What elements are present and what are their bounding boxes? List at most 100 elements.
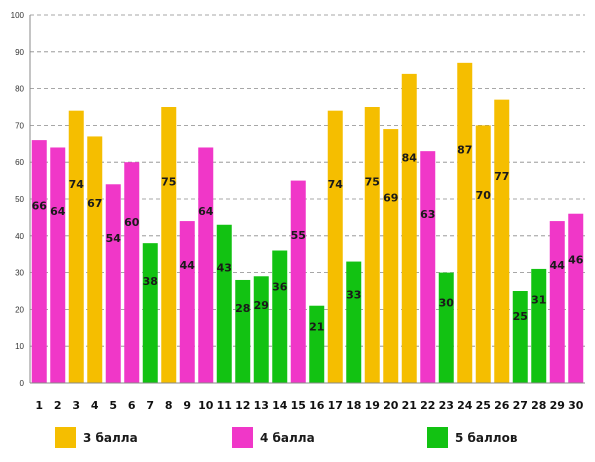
x-tick-label: 7 — [146, 399, 154, 412]
x-tick-label: 10 — [198, 399, 214, 412]
bar — [290, 180, 306, 383]
bar — [68, 110, 84, 384]
x-tick-label: 16 — [309, 399, 325, 412]
x-tick-label: 19 — [365, 399, 380, 412]
data-label: 75 — [161, 176, 176, 189]
data-label: 69 — [383, 192, 398, 205]
y-tick-label: 30 — [15, 269, 24, 278]
y-tick-label: 0 — [20, 379, 25, 388]
bar — [198, 147, 214, 383]
bar — [346, 261, 362, 383]
bar — [161, 107, 177, 383]
data-label: 63 — [420, 208, 435, 221]
legend-swatch — [427, 427, 448, 448]
y-tick-label: 50 — [15, 195, 24, 204]
data-label: 30 — [439, 296, 455, 309]
x-tick-label: 4 — [91, 399, 99, 412]
data-label: 46 — [568, 253, 584, 266]
x-tick-label: 21 — [402, 399, 417, 412]
data-label: 66 — [32, 200, 48, 213]
bar — [31, 140, 47, 383]
bar — [142, 243, 158, 383]
data-label: 70 — [476, 189, 492, 202]
y-tick-label: 90 — [15, 48, 24, 57]
data-label: 74 — [328, 178, 344, 191]
y-tick-label: 40 — [15, 232, 24, 241]
bar — [457, 62, 473, 384]
x-tick-label: 20 — [383, 399, 399, 412]
legend-label: 3 балла — [83, 431, 138, 445]
data-label: 38 — [143, 275, 158, 288]
x-tick-label: 23 — [439, 399, 454, 412]
x-tick-label: 1 — [35, 399, 43, 412]
bar — [272, 250, 288, 383]
gridlines — [30, 14, 585, 347]
bar — [179, 221, 195, 383]
x-tick-label: 17 — [328, 399, 343, 412]
bar — [105, 184, 121, 383]
x-tick-label: 12 — [235, 399, 250, 412]
data-label: 55 — [291, 229, 306, 242]
data-label: 44 — [180, 259, 196, 272]
bar — [549, 221, 565, 383]
bar — [327, 110, 343, 384]
y-tick-label: 20 — [15, 305, 24, 314]
legend-swatch — [55, 427, 76, 448]
x-tick-label: 30 — [568, 399, 584, 412]
bar — [383, 129, 399, 383]
data-label: 54 — [106, 232, 122, 245]
x-axis-ticks: 1 2 3 4 5 6 7 8 9 10 11 12 13 14 15 16 17 18 19 20 21 22 23 24 2… — [35, 399, 583, 412]
x-tick-label: 25 — [476, 399, 491, 412]
y-tick-label: 70 — [15, 121, 24, 130]
bar — [568, 213, 584, 383]
bar — [235, 279, 251, 383]
bar — [50, 147, 66, 383]
x-tick-label: 9 — [183, 399, 191, 412]
y-tick-label: 10 — [15, 342, 24, 351]
data-label: 36 — [272, 280, 288, 293]
bars — [31, 62, 584, 384]
data-label: 31 — [531, 294, 546, 307]
data-label: 21 — [309, 321, 324, 334]
bar — [401, 73, 417, 383]
bar — [124, 162, 140, 383]
legend-label: 5 баллов — [455, 431, 518, 445]
bar — [512, 291, 528, 383]
legend: 3 балла 4 балла 5 баллов — [55, 427, 518, 448]
y-tick-label: 100 — [11, 11, 25, 20]
x-tick-label: 27 — [513, 399, 528, 412]
x-tick-label: 13 — [254, 399, 269, 412]
x-tick-label: 28 — [531, 399, 546, 412]
x-tick-label: 14 — [272, 399, 288, 412]
y-axis-ticks: 0 10 20 30 40 50 60 70 80 90 100 — [11, 11, 25, 388]
x-tick-label: 18 — [346, 399, 361, 412]
bar — [420, 151, 436, 383]
bar — [216, 224, 232, 383]
data-label: 74 — [69, 178, 85, 191]
x-tick-label: 3 — [72, 399, 80, 412]
data-label: 77 — [494, 170, 509, 183]
x-tick-label: 26 — [494, 399, 510, 412]
bar — [438, 272, 454, 383]
x-tick-label: 22 — [420, 399, 435, 412]
x-tick-label: 6 — [128, 399, 136, 412]
bar — [494, 99, 510, 383]
bar — [475, 125, 491, 384]
data-label: 25 — [513, 310, 528, 323]
legend-label: 4 балла — [260, 431, 315, 445]
data-label: 84 — [402, 151, 418, 164]
data-label: 33 — [346, 288, 361, 301]
data-label: 60 — [124, 216, 140, 229]
bar — [253, 276, 269, 383]
data-label: 67 — [87, 197, 102, 210]
x-tick-label: 29 — [550, 399, 565, 412]
data-label: 87 — [457, 143, 472, 156]
bar — [364, 107, 380, 383]
legend-swatch — [232, 427, 253, 448]
bar — [87, 136, 103, 383]
data-label: 75 — [365, 176, 380, 189]
x-tick-label: 15 — [291, 399, 306, 412]
